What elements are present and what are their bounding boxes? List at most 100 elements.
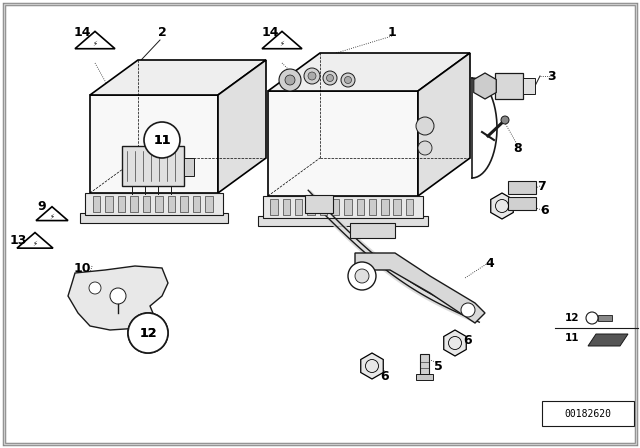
Circle shape	[144, 122, 180, 158]
Circle shape	[89, 282, 101, 294]
Bar	[381, 199, 388, 215]
Circle shape	[416, 117, 434, 135]
Bar	[122, 146, 184, 186]
Bar	[406, 199, 413, 215]
Circle shape	[128, 313, 168, 353]
Circle shape	[348, 262, 376, 290]
Bar	[420, 354, 429, 376]
Text: 10: 10	[73, 262, 91, 275]
Text: ⚡: ⚡	[280, 41, 284, 47]
Text: 11: 11	[564, 333, 579, 343]
Text: ⚡: ⚡	[33, 241, 37, 247]
Bar	[80, 213, 228, 223]
Bar	[130, 196, 138, 212]
Bar	[319, 199, 327, 215]
Circle shape	[341, 73, 355, 87]
Circle shape	[355, 269, 369, 283]
Bar	[542, 401, 634, 426]
Text: 14: 14	[261, 26, 279, 39]
Bar	[295, 199, 302, 215]
Bar	[258, 216, 428, 226]
Circle shape	[461, 303, 475, 317]
Text: 6: 6	[381, 370, 389, 383]
Polygon shape	[474, 73, 496, 99]
Bar	[598, 315, 612, 321]
Text: 8: 8	[514, 142, 522, 155]
Circle shape	[285, 75, 295, 85]
Bar	[93, 196, 100, 212]
Polygon shape	[17, 233, 53, 248]
Circle shape	[326, 74, 333, 82]
Text: 12: 12	[564, 313, 579, 323]
Circle shape	[501, 116, 509, 124]
Polygon shape	[355, 253, 485, 323]
Text: ⚡: ⚡	[49, 214, 54, 220]
Polygon shape	[361, 353, 383, 379]
Polygon shape	[68, 266, 168, 330]
Circle shape	[323, 71, 337, 85]
Polygon shape	[491, 193, 513, 219]
Bar	[205, 196, 213, 212]
Text: 11: 11	[153, 134, 171, 146]
Circle shape	[308, 72, 316, 80]
Bar	[495, 73, 523, 99]
Bar	[168, 196, 175, 212]
Bar	[508, 181, 536, 194]
Polygon shape	[218, 60, 266, 193]
Bar	[344, 199, 351, 215]
Text: 00182620: 00182620	[564, 409, 611, 418]
Text: 3: 3	[548, 69, 556, 82]
Polygon shape	[90, 60, 266, 95]
Bar	[143, 196, 150, 212]
Bar	[523, 78, 535, 94]
Polygon shape	[75, 31, 115, 49]
Text: 4: 4	[486, 257, 494, 270]
Polygon shape	[262, 31, 302, 49]
Bar	[307, 199, 315, 215]
Bar	[118, 196, 125, 212]
Bar	[193, 196, 200, 212]
Text: 13: 13	[10, 233, 27, 246]
Polygon shape	[90, 95, 218, 193]
Bar	[85, 193, 223, 215]
Circle shape	[128, 313, 168, 353]
Bar	[356, 199, 364, 215]
Polygon shape	[588, 334, 628, 346]
Bar	[184, 158, 194, 176]
Text: 7: 7	[538, 180, 547, 193]
Circle shape	[304, 68, 320, 84]
Bar	[332, 199, 339, 215]
Bar	[305, 195, 333, 213]
Bar	[416, 374, 433, 380]
Text: 12: 12	[140, 327, 157, 340]
Bar	[180, 196, 188, 212]
Circle shape	[279, 69, 301, 91]
Circle shape	[418, 141, 432, 155]
Bar	[263, 196, 423, 218]
Text: 6: 6	[464, 333, 472, 346]
Bar	[156, 196, 163, 212]
Polygon shape	[36, 207, 68, 220]
Polygon shape	[268, 53, 470, 91]
Bar	[283, 199, 290, 215]
Text: 2: 2	[157, 26, 166, 39]
Text: 12: 12	[140, 327, 157, 340]
Circle shape	[110, 288, 126, 304]
Polygon shape	[268, 91, 418, 196]
Bar	[508, 197, 536, 210]
Text: 9: 9	[38, 199, 46, 212]
Text: 5: 5	[434, 359, 442, 372]
Bar	[105, 196, 113, 212]
Bar	[369, 199, 376, 215]
Text: 1: 1	[388, 26, 396, 39]
Polygon shape	[418, 53, 470, 196]
Bar	[394, 199, 401, 215]
Bar	[350, 223, 395, 238]
Bar	[270, 199, 278, 215]
Polygon shape	[444, 330, 467, 356]
Text: 6: 6	[541, 203, 549, 216]
Circle shape	[344, 77, 351, 83]
Text: 14: 14	[73, 26, 91, 39]
Text: 11: 11	[153, 134, 171, 146]
Text: ⚡: ⚡	[93, 41, 97, 47]
